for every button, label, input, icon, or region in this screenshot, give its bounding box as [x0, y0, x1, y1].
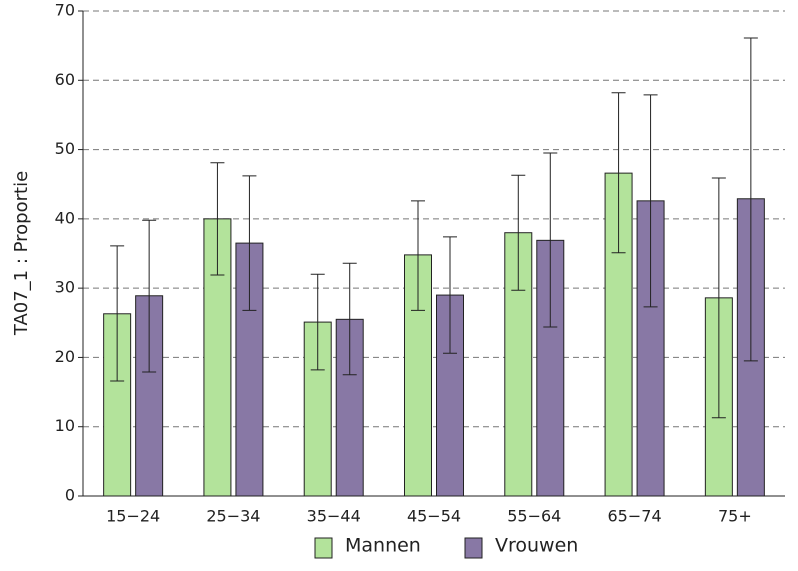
error-bar — [142, 219, 157, 373]
y-tick-label: 10 — [55, 416, 75, 435]
error-bar — [743, 37, 758, 362]
y-tick-label: 0 — [65, 486, 75, 505]
error-bar — [342, 262, 357, 376]
x-tick-label: 45−54 — [407, 507, 461, 526]
error-bar — [511, 174, 526, 291]
error-bar — [443, 236, 457, 354]
legend-swatch — [464, 537, 483, 559]
x-tick-label: 65−74 — [608, 507, 662, 526]
error-bar — [711, 177, 726, 419]
y-tick-label: 40 — [55, 208, 75, 227]
legend-label: Vrouwen — [495, 535, 578, 557]
error-bar — [543, 152, 558, 328]
x-tick-label: 25−34 — [206, 507, 260, 526]
x-tick-label: 35−44 — [307, 507, 361, 526]
error-bar — [643, 94, 658, 308]
x-tick-label: 15−24 — [106, 507, 160, 526]
error-bar — [210, 162, 225, 276]
y-tick-label: 20 — [55, 347, 75, 366]
error-bar — [242, 175, 257, 311]
y-tick-label: 30 — [55, 278, 75, 297]
legend-label: Mannen — [345, 535, 421, 557]
error-bar — [310, 273, 325, 371]
error-bar — [611, 92, 626, 254]
error-bar — [110, 245, 125, 382]
error-bar — [411, 200, 425, 311]
x-tick-label: 75+ — [718, 507, 752, 526]
x-tick-label: 55−64 — [507, 507, 561, 526]
y-tick-label: 50 — [55, 139, 75, 158]
y-axis-label: TA07_1 : Proportie — [11, 171, 32, 336]
y-tick-label: 70 — [55, 1, 75, 20]
y-tick-label: 60 — [55, 70, 75, 89]
legend-swatch — [314, 537, 333, 559]
